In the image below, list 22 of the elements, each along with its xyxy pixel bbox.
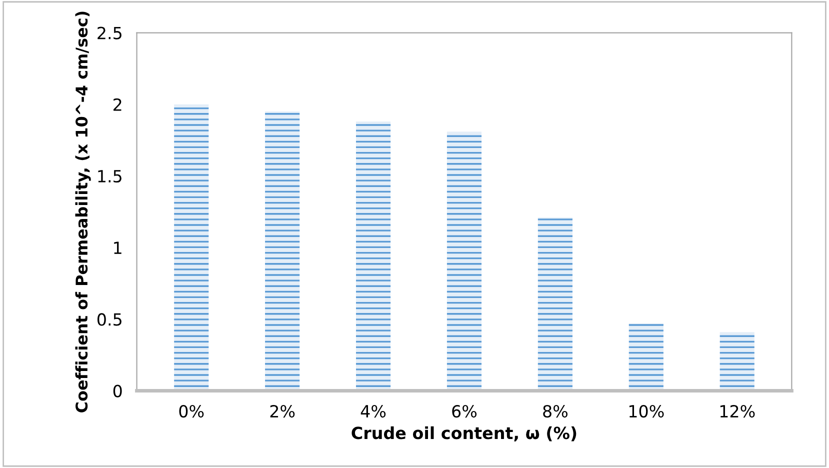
bar xyxy=(628,323,664,391)
x-tick-label: 6% xyxy=(452,404,477,418)
x-tick-label: 2% xyxy=(270,404,295,418)
bar xyxy=(265,112,300,391)
y-axis-title: Coefficient of Permeability, (x 10^-4 cm/sec) xyxy=(75,12,91,412)
bar xyxy=(356,122,391,391)
x-tick-label: 8% xyxy=(543,404,568,418)
bar xyxy=(446,132,482,391)
bar xyxy=(174,104,209,391)
y-tick-label: 2 xyxy=(114,98,122,111)
x-tick-label: 12% xyxy=(720,404,755,418)
x-axis-title: Crude oil content, ω (%) xyxy=(352,426,576,442)
y-tick-label: 0.5 xyxy=(97,313,122,326)
y-tick-label: 0 xyxy=(113,384,122,398)
bar xyxy=(720,332,754,391)
bar xyxy=(538,218,572,391)
x-tick-label: 0% xyxy=(179,404,204,418)
y-tick-label: 1 xyxy=(114,242,122,254)
y-tick-label: 1.5 xyxy=(98,170,122,183)
x-tick-label: 4% xyxy=(360,404,386,418)
x-tick-label: 10% xyxy=(629,404,664,418)
y-tick-label: 2.5 xyxy=(98,26,122,40)
